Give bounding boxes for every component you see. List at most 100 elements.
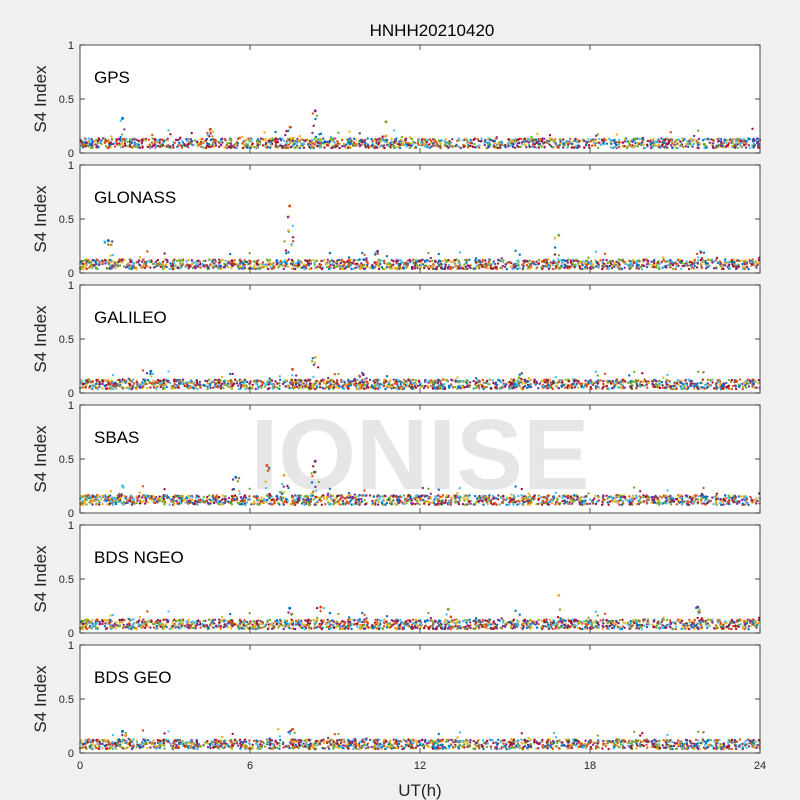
spike-point (283, 240, 286, 243)
data-point (328, 251, 332, 255)
data-point (269, 146, 272, 150)
data-point (154, 145, 158, 149)
data-point (375, 387, 379, 390)
data-point (654, 144, 657, 148)
data-point (528, 145, 532, 149)
spike-point (294, 378, 297, 382)
data-point (307, 142, 311, 145)
data-point (258, 267, 261, 271)
data-point (261, 144, 265, 147)
data-point (478, 380, 481, 383)
data-point (159, 385, 162, 389)
data-point (406, 264, 409, 267)
data-point (668, 139, 672, 142)
data-point (245, 380, 249, 384)
data-point (424, 139, 427, 142)
data-point (669, 386, 672, 389)
data-point (229, 142, 233, 146)
data-point (399, 138, 403, 141)
data-point (578, 261, 582, 264)
data-point (427, 146, 430, 149)
data-point (338, 258, 341, 262)
data-point (548, 378, 552, 381)
data-point (560, 385, 563, 388)
data-point (423, 264, 426, 268)
data-point (481, 378, 484, 382)
data-point (236, 144, 239, 147)
data-point (738, 378, 742, 381)
data-point (118, 260, 121, 263)
data-point (276, 145, 280, 149)
data-point (405, 266, 408, 269)
data-point (554, 384, 557, 387)
data-point (415, 264, 419, 267)
data-point (655, 380, 658, 383)
data-point (296, 146, 299, 149)
data-point (337, 372, 340, 376)
data-point (238, 382, 242, 385)
data-point (695, 386, 699, 389)
data-point (253, 380, 256, 383)
data-point (444, 138, 447, 141)
spike-point (286, 216, 290, 219)
data-point (484, 386, 487, 389)
data-point (722, 387, 725, 390)
data-point (390, 267, 393, 270)
data-point (734, 263, 737, 267)
data-point (402, 385, 405, 389)
data-point (412, 258, 415, 261)
data-point (354, 266, 357, 269)
data-point (116, 143, 119, 146)
data-point (502, 144, 505, 147)
data-point (118, 378, 121, 382)
data-point (189, 385, 192, 388)
data-point (608, 264, 612, 268)
data-point (732, 142, 735, 145)
data-point (650, 265, 653, 269)
data-point (757, 382, 760, 385)
data-point (248, 259, 251, 262)
data-point (292, 387, 295, 390)
data-point (571, 261, 574, 265)
data-point (392, 129, 396, 132)
data-point (312, 386, 316, 389)
data-point (412, 261, 415, 264)
data-point (214, 144, 218, 147)
data-point (140, 142, 143, 145)
data-point (135, 260, 139, 264)
data-point (149, 386, 152, 389)
data-point (694, 261, 697, 264)
data-point (469, 266, 472, 270)
data-point (415, 259, 418, 262)
data-point (328, 140, 331, 144)
data-point (659, 382, 662, 385)
data-point (107, 381, 110, 385)
data-point (430, 385, 433, 388)
data-point (374, 137, 377, 140)
data-point (586, 267, 589, 270)
data-point (135, 381, 139, 384)
data-point (281, 145, 284, 148)
data-point (456, 387, 459, 390)
data-point (410, 144, 413, 148)
data-point (437, 139, 441, 142)
data-point (395, 142, 398, 145)
data-point (346, 138, 350, 141)
data-point (524, 259, 527, 262)
data-point (529, 385, 533, 389)
data-point (358, 132, 361, 135)
spike-point (311, 357, 314, 360)
data-point (670, 141, 674, 144)
data-point (657, 267, 661, 271)
data-point (307, 263, 311, 267)
data-point (596, 133, 599, 136)
data-point (268, 139, 271, 142)
data-point (417, 379, 421, 382)
data-point (658, 145, 661, 149)
data-point (291, 139, 294, 143)
data-point (551, 387, 554, 391)
data-point (294, 146, 297, 149)
y-tick-label: 0 (68, 148, 74, 160)
data-point (679, 260, 682, 263)
data-point (665, 264, 668, 267)
